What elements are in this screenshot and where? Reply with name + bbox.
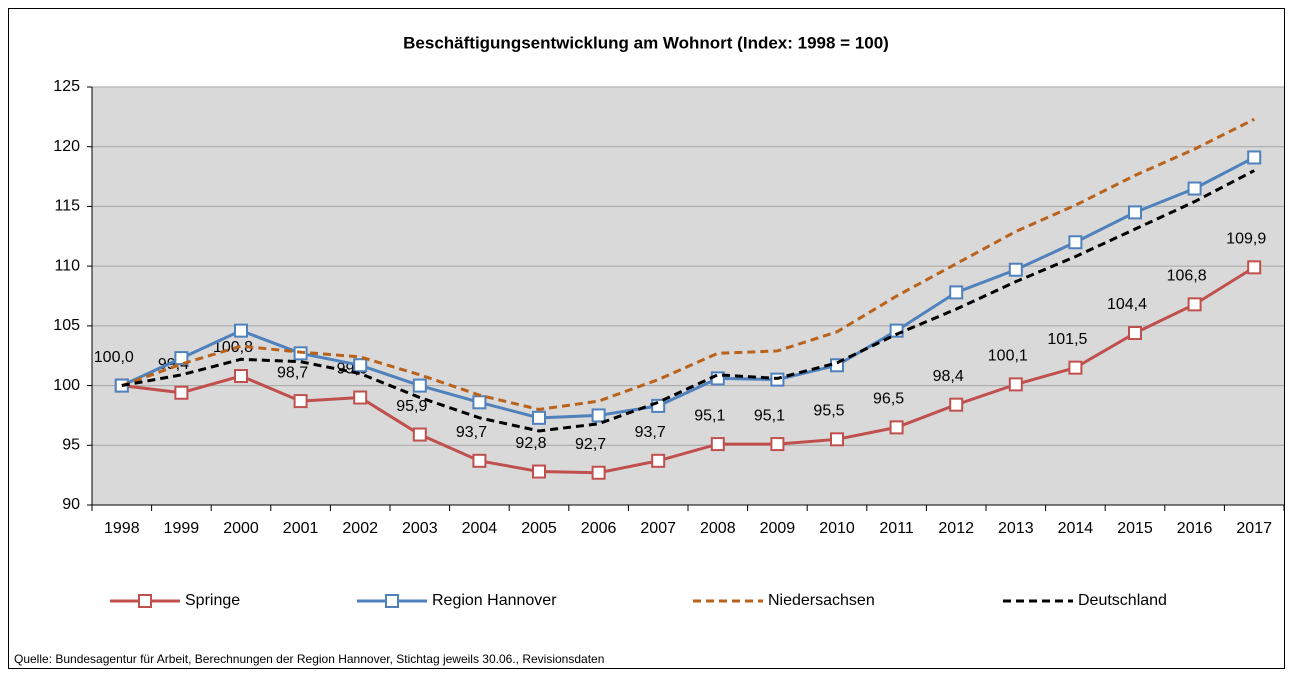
data-label: 98,7	[277, 364, 308, 381]
series-line	[121, 266, 1255, 475]
series-line	[121, 117, 1255, 411]
y-tick-label: 125	[53, 78, 80, 95]
x-tick-label: 2016	[1177, 520, 1213, 537]
marker	[770, 437, 785, 452]
x-tick-label: 2009	[760, 520, 796, 537]
data-label: 93,7	[635, 424, 666, 441]
y-tick-label: 95	[62, 437, 80, 454]
y-tick-label: 120	[53, 138, 80, 155]
x-tick-label: 2013	[998, 520, 1034, 537]
y-tick-label: 90	[62, 496, 80, 513]
marker	[949, 397, 964, 412]
data-label: 100,0	[94, 349, 134, 366]
legend-marker	[385, 594, 399, 608]
marker	[1128, 205, 1142, 220]
x-tick-label: 2017	[1236, 520, 1272, 537]
x-tick-label: 1998	[104, 520, 140, 537]
plot-area	[92, 87, 1284, 505]
marker	[472, 453, 487, 468]
marker	[1008, 377, 1023, 392]
legend-marker	[138, 594, 152, 608]
marker	[293, 394, 308, 409]
data-label: 109,9	[1226, 231, 1266, 248]
x-tick-label: 2003	[402, 520, 438, 537]
marker	[949, 285, 964, 300]
x-tick-label: 2015	[1117, 520, 1153, 537]
marker	[591, 408, 606, 423]
source-note: Quelle: Bundesagentur für Arbeit, Berech…	[14, 652, 604, 666]
y-tick-label: 115	[54, 198, 80, 215]
x-tick-label: 2011	[879, 520, 914, 537]
x-tick-label: 2001	[283, 520, 319, 537]
data-label: 98,4	[933, 368, 964, 385]
marker	[889, 420, 904, 435]
x-tick-label: 2012	[938, 520, 974, 537]
marker	[472, 395, 487, 410]
data-label: 92,7	[575, 436, 606, 453]
marker	[1187, 297, 1202, 312]
data-label: 101,5	[1047, 331, 1087, 348]
data-label: 104,4	[1107, 296, 1147, 313]
marker	[1247, 260, 1262, 275]
marker	[830, 432, 844, 447]
data-label: 93,7	[456, 424, 487, 441]
x-tick-label: 2010	[819, 520, 855, 537]
marker	[412, 378, 427, 393]
marker	[532, 464, 546, 479]
marker	[353, 358, 368, 373]
y-tick-label: 100	[53, 377, 80, 394]
y-tick-label: 105	[53, 317, 80, 334]
marker	[1008, 262, 1023, 277]
marker	[353, 390, 368, 405]
x-tick-label: 2005	[521, 520, 557, 537]
legend-label: Region Hannover	[432, 592, 557, 609]
x-tick-label: 2000	[223, 520, 259, 537]
marker	[1128, 326, 1142, 341]
marker	[1247, 150, 1262, 165]
legend-label: Springe	[185, 592, 240, 609]
marker	[174, 351, 189, 366]
data-label: 95,9	[396, 398, 427, 415]
legend-label: Niedersachsen	[768, 592, 875, 609]
marker	[651, 453, 666, 468]
x-tick-label: 2006	[581, 520, 617, 537]
x-tick-label: 1999	[164, 520, 200, 537]
data-label: 95,1	[694, 407, 725, 424]
marker	[591, 465, 606, 480]
data-label: 95,5	[813, 403, 844, 420]
x-tick-label: 2008	[700, 520, 736, 537]
data-label: 96,5	[873, 391, 904, 408]
marker	[710, 437, 725, 452]
data-label: 95,1	[754, 407, 785, 424]
marker	[174, 385, 189, 400]
marker	[1187, 181, 1202, 196]
x-tick-label: 2002	[342, 520, 378, 537]
legend-label: Deutschland	[1078, 592, 1167, 609]
marker	[1068, 235, 1083, 250]
data-label: 92,8	[515, 435, 546, 452]
marker	[1068, 360, 1083, 375]
marker	[234, 369, 248, 384]
marker	[234, 323, 248, 338]
series-line	[121, 169, 1255, 433]
x-tick-label: 2004	[462, 520, 498, 537]
x-tick-label: 2007	[640, 520, 676, 537]
marker	[651, 398, 666, 413]
data-label: 106,8	[1167, 268, 1207, 285]
marker	[412, 427, 427, 442]
chart-title: Beschäftigungsentwicklung am Wohnort (In…	[403, 33, 889, 52]
y-tick-label: 110	[54, 257, 80, 274]
series-line	[121, 156, 1255, 420]
marker	[532, 410, 546, 425]
data-label: 100,1	[988, 348, 1028, 365]
x-tick-label: 2014	[1058, 520, 1094, 537]
